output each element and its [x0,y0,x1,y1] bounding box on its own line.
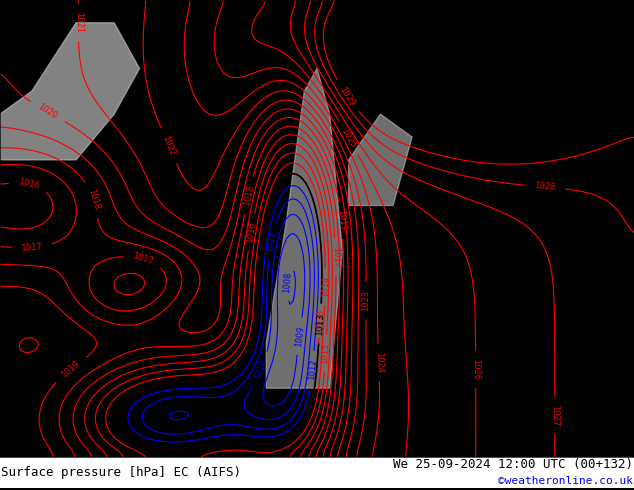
Text: 1009: 1009 [294,325,305,347]
Text: 1015: 1015 [320,343,331,364]
Text: 1013: 1013 [314,312,325,335]
Text: 1019: 1019 [335,209,347,231]
Text: 1016: 1016 [17,177,40,190]
Text: 1014: 1014 [321,276,330,297]
Polygon shape [0,23,139,160]
Text: ©weatheronline.co.uk: ©weatheronline.co.uk [498,476,633,486]
Text: 1011: 1011 [266,230,278,252]
Text: 1024: 1024 [374,352,384,373]
Text: 1025: 1025 [340,126,358,149]
Text: 1019: 1019 [60,359,82,380]
Text: 1023: 1023 [361,290,371,311]
Text: 1013: 1013 [315,308,325,330]
Text: 1008: 1008 [282,271,293,293]
Text: 1017: 1017 [132,251,155,266]
Text: 1017: 1017 [21,242,42,253]
Text: 1029: 1029 [338,85,357,107]
Text: 1016: 1016 [245,220,257,243]
Text: 1027: 1027 [550,405,559,426]
Text: 1010: 1010 [252,358,269,381]
Text: 1020: 1020 [37,102,59,121]
Text: 1018: 1018 [242,184,255,207]
Text: Surface pressure [hPa] EC (AIFS): Surface pressure [hPa] EC (AIFS) [1,466,242,479]
Text: We 25-09-2024 12:00 UTC (00+132): We 25-09-2024 12:00 UTC (00+132) [392,458,633,471]
Text: 1021: 1021 [74,12,83,33]
Bar [0,457,634,488]
Text: 1026: 1026 [471,359,480,380]
Text: 1017: 1017 [331,246,340,268]
Polygon shape [266,69,342,388]
Text: 1018: 1018 [86,188,101,211]
Text: 1012: 1012 [307,359,318,380]
Text: 1022: 1022 [160,134,177,157]
Text: 1028: 1028 [534,181,556,193]
Polygon shape [349,114,412,205]
